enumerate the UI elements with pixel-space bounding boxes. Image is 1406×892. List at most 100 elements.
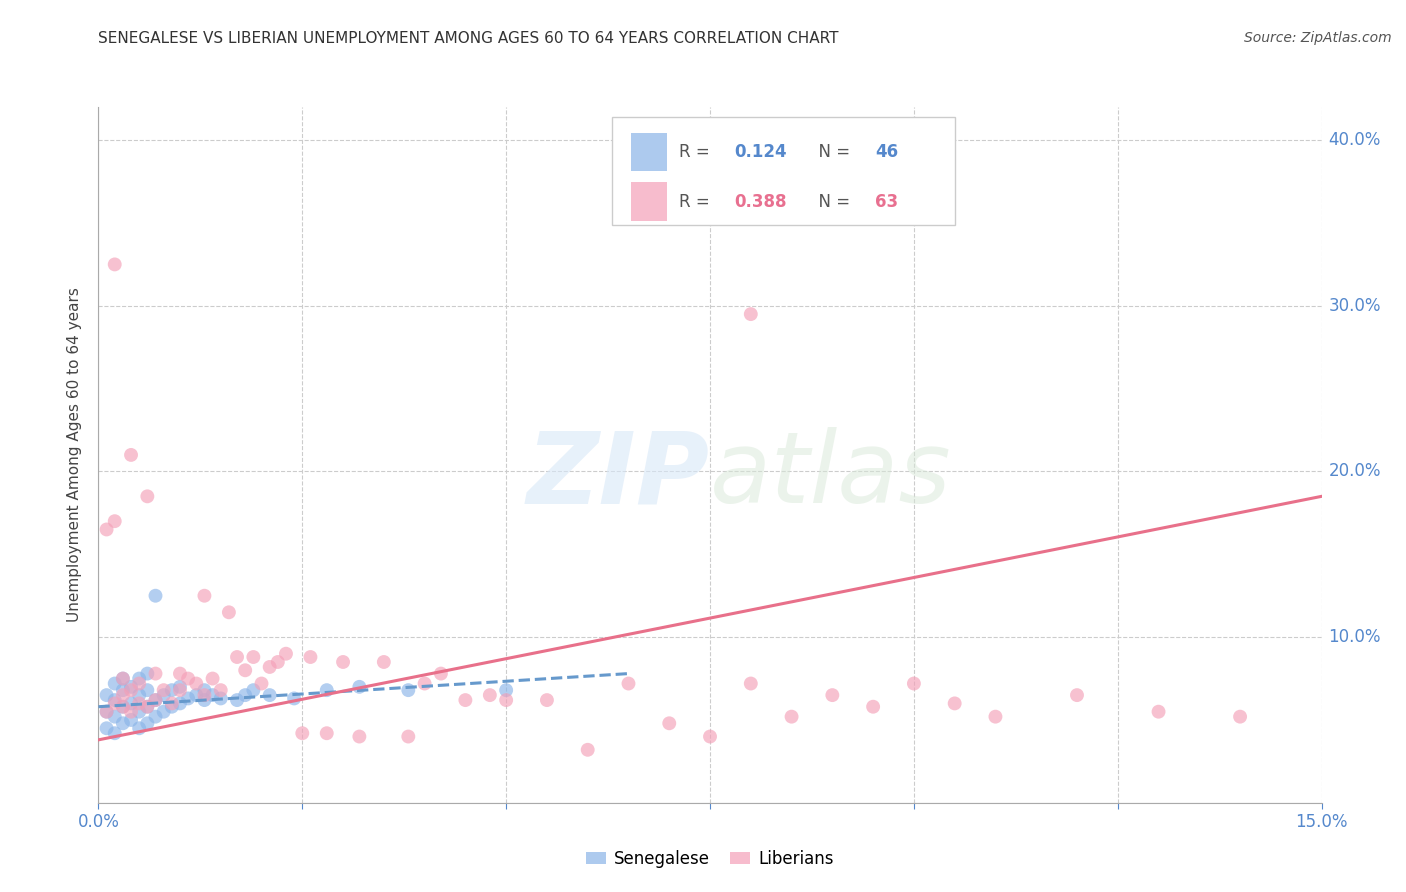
Point <box>193 688 215 702</box>
Point <box>454 693 477 707</box>
Point <box>1147 705 1170 719</box>
Point <box>136 666 159 681</box>
Point <box>96 688 118 702</box>
Point <box>233 688 256 702</box>
Point <box>821 688 844 702</box>
Point <box>120 705 142 719</box>
Point <box>413 676 436 690</box>
Point <box>111 716 134 731</box>
Point <box>136 716 159 731</box>
Text: N =: N = <box>808 143 855 161</box>
Point <box>128 688 150 702</box>
Point <box>152 705 174 719</box>
Point <box>136 699 159 714</box>
Point <box>430 666 453 681</box>
FancyBboxPatch shape <box>612 118 955 226</box>
Point <box>120 448 142 462</box>
Point <box>283 691 305 706</box>
Point <box>291 726 314 740</box>
Text: Source: ZipAtlas.com: Source: ZipAtlas.com <box>1244 31 1392 45</box>
Point <box>177 672 200 686</box>
Point <box>169 666 191 681</box>
Point <box>104 514 127 528</box>
Point <box>1066 688 1088 702</box>
Point <box>169 680 191 694</box>
Point <box>233 663 256 677</box>
Point <box>160 699 183 714</box>
Text: atlas: atlas <box>710 427 952 524</box>
Point <box>193 683 215 698</box>
Point <box>104 257 127 271</box>
Point <box>169 697 191 711</box>
Point <box>349 680 371 694</box>
Point <box>136 683 159 698</box>
Point <box>315 683 337 698</box>
Point <box>478 688 501 702</box>
Point <box>259 660 281 674</box>
Y-axis label: Unemployment Among Ages 60 to 64 years: Unemployment Among Ages 60 to 64 years <box>67 287 83 623</box>
Text: N =: N = <box>808 193 855 211</box>
Point <box>903 676 925 690</box>
Point <box>984 709 1007 723</box>
Text: 40.0%: 40.0% <box>1329 131 1381 149</box>
Point <box>740 307 762 321</box>
Point <box>193 589 215 603</box>
Point <box>576 743 599 757</box>
Point <box>96 705 118 719</box>
Point <box>104 676 127 690</box>
Legend: Senegalese, Liberians: Senegalese, Liberians <box>579 843 841 874</box>
Text: 20.0%: 20.0% <box>1329 462 1381 481</box>
Point <box>111 672 134 686</box>
Point <box>169 683 191 698</box>
Point <box>396 683 419 698</box>
Point <box>862 699 884 714</box>
Point <box>104 726 127 740</box>
Point <box>128 676 150 690</box>
Point <box>186 688 208 702</box>
Text: R =: R = <box>679 143 716 161</box>
Point <box>128 721 150 735</box>
Point <box>177 691 200 706</box>
Point <box>145 589 167 603</box>
Point <box>209 683 232 698</box>
Point <box>201 688 224 702</box>
Point <box>299 650 322 665</box>
Point <box>259 688 281 702</box>
Point <box>136 489 159 503</box>
Point <box>120 683 142 698</box>
Text: SENEGALESE VS LIBERIAN UNEMPLOYMENT AMONG AGES 60 TO 64 YEARS CORRELATION CHART: SENEGALESE VS LIBERIAN UNEMPLOYMENT AMON… <box>98 31 839 46</box>
Point <box>160 697 183 711</box>
Point <box>120 697 142 711</box>
Point <box>373 655 395 669</box>
Point <box>128 697 150 711</box>
FancyBboxPatch shape <box>630 133 668 171</box>
Point <box>152 688 174 702</box>
Point <box>128 705 150 719</box>
Point <box>120 713 142 727</box>
Point <box>111 688 134 702</box>
FancyBboxPatch shape <box>630 183 668 220</box>
Point <box>111 699 134 714</box>
Text: ZIP: ZIP <box>527 427 710 524</box>
Point <box>943 697 966 711</box>
Text: 63: 63 <box>875 193 898 211</box>
Point <box>740 676 762 690</box>
Point <box>145 666 167 681</box>
Point <box>104 709 127 723</box>
Point <box>96 705 118 719</box>
Point <box>111 683 134 698</box>
Text: R =: R = <box>679 193 716 211</box>
Point <box>145 693 167 707</box>
Point <box>242 650 264 665</box>
Point <box>495 693 517 707</box>
Point <box>111 672 134 686</box>
Point <box>396 730 419 744</box>
Point <box>226 693 249 707</box>
Text: 30.0%: 30.0% <box>1329 297 1381 315</box>
Point <box>495 683 517 698</box>
Point <box>96 523 118 537</box>
Point <box>186 676 208 690</box>
Point <box>104 693 127 707</box>
Point <box>274 647 297 661</box>
Point <box>104 697 127 711</box>
